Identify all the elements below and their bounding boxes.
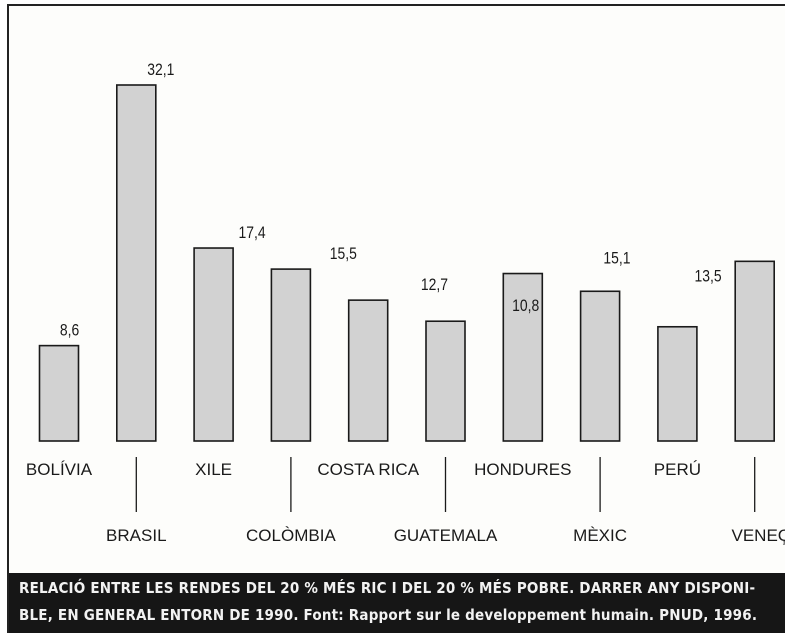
value-label-colombia: 15,5 (330, 245, 357, 264)
bar-hondures (502, 272, 544, 442)
bars-layer (38, 84, 776, 442)
category-label-hondures: HONDURES (474, 460, 571, 479)
value-label-guatemala: 10,8 (512, 297, 539, 316)
value-label-hondures: 15,1 (603, 249, 630, 268)
bar-brasil (116, 84, 157, 442)
value-label-xile: 17,4 (239, 224, 266, 243)
category-label-brasil: BRASIL (106, 526, 166, 545)
bar-costa-rica (347, 299, 389, 442)
bar-venecuela (734, 260, 776, 442)
category-label-costa-rica: COSTA RICA (317, 460, 419, 479)
category-label-xile: XILE (195, 460, 232, 479)
bar-bolivia (38, 344, 80, 442)
figure-caption: RELACIÓ ENTRE LES RENDES DEL 20 % MÉS RI… (9, 573, 785, 633)
bar-peru (657, 325, 698, 442)
bar-mexic (579, 290, 621, 442)
category-label-peru: PERÚ (654, 460, 701, 479)
value-labels-layer: 8,632,117,415,512,710,815,113,510,316,2 (60, 61, 722, 340)
category-label-venecuela: VENEÇUELA (732, 526, 785, 545)
caption-line-2: BLE, EN GENERAL ENTORN DE 1990. Font: Ra… (19, 606, 758, 624)
value-label-brasil: 32,1 (147, 61, 174, 80)
category-labels-layer: BOLÍVIA BRASIL XILE COLÒMBIA COSTA RICA GUATE… (26, 457, 785, 545)
category-label-guatemala: GUATEMALA (394, 526, 498, 545)
bar-colombia (270, 268, 312, 442)
category-label-colombia: COLÒMBIA (246, 526, 336, 545)
value-label-mexic: 13,5 (695, 267, 722, 286)
value-label-bolivia: 8,6 (60, 321, 79, 340)
category-label-mexic: MÈXIC (573, 526, 627, 545)
value-label-costa-rica: 12,7 (421, 276, 448, 295)
bar-chart: 8,632,117,415,512,710,815,113,510,316,2 … (26, 61, 785, 545)
caption-line-1: RELACIÓ ENTRE LES RENDES DEL 20 % MÉS RI… (19, 579, 756, 597)
bar-guatemala (425, 320, 466, 442)
bar-xile (193, 247, 234, 442)
category-label-bolivia: BOLÍVIA (26, 460, 93, 479)
